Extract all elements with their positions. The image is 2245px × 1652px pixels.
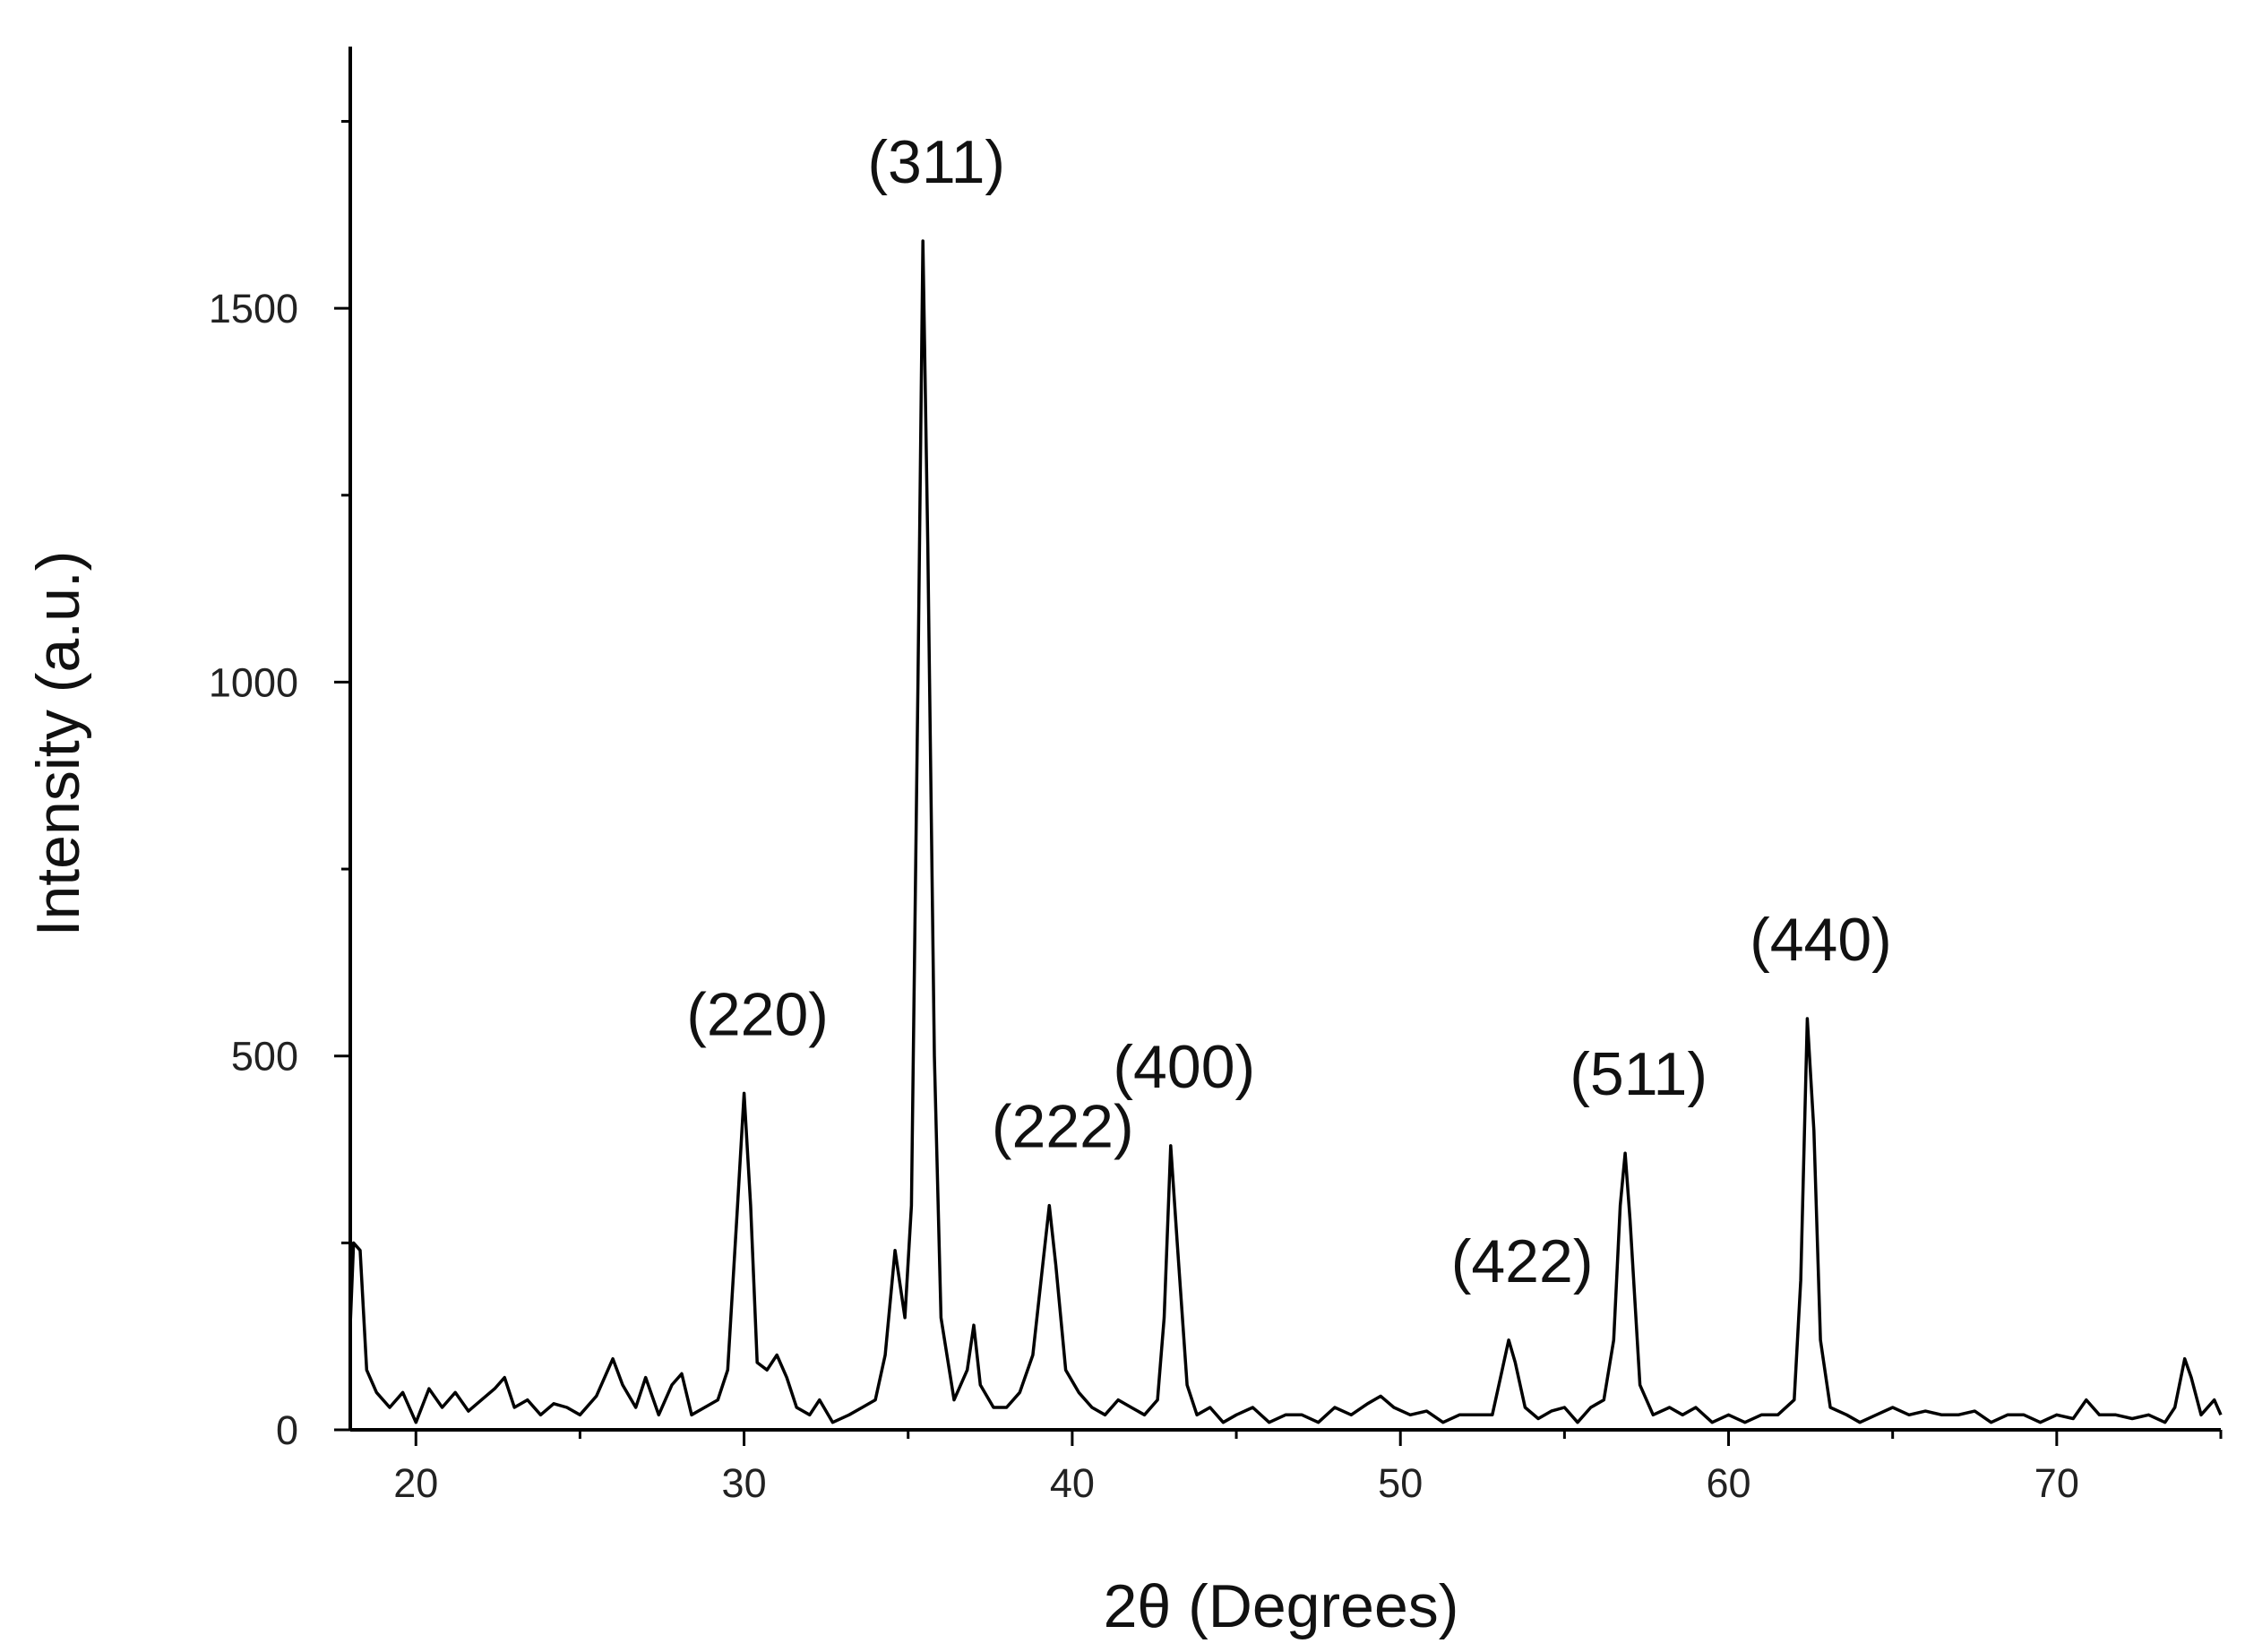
x-axis-title: 2θ (Degrees) [1104, 1572, 1459, 1640]
y-tick-label: 0 [276, 1407, 298, 1453]
peak-label: (400) [1113, 1033, 1255, 1101]
peak-label: (440) [1750, 906, 1892, 974]
x-tick-label: 60 [1706, 1460, 1750, 1506]
y-axis-title: Intensity (a.u.) [24, 551, 92, 937]
x-tick-label: 70 [2034, 1460, 2079, 1506]
x-tick-label: 50 [1378, 1460, 1423, 1506]
peak-label: (222) [992, 1093, 1134, 1161]
x-tick-label: 20 [393, 1460, 438, 1506]
x-tick-label: 40 [1050, 1460, 1095, 1506]
data-line [348, 239, 2223, 1424]
peak-label: (511) [1570, 1040, 1707, 1108]
y-tick-label: 1500 [209, 286, 298, 331]
y-tick-label: 500 [231, 1034, 298, 1080]
x-tick-label: 30 [722, 1460, 767, 1506]
peak-label: (220) [686, 980, 829, 1048]
peak-label: (422) [1451, 1227, 1594, 1295]
y-tick-label: 1000 [209, 659, 298, 705]
peak-label: (311) [867, 128, 1005, 196]
